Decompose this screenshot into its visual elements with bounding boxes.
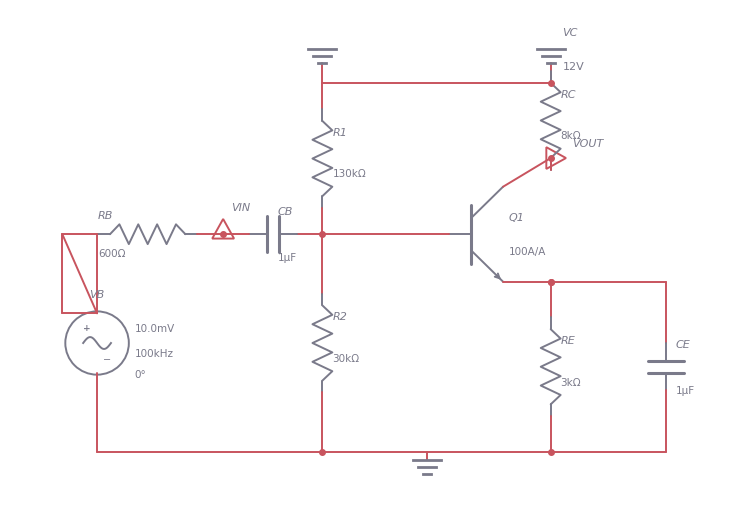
Text: CB: CB <box>278 207 293 217</box>
Text: VIN: VIN <box>231 203 250 213</box>
Text: 10.0mV: 10.0mV <box>134 324 175 333</box>
Text: 130kΩ: 130kΩ <box>333 169 366 179</box>
Text: VC: VC <box>562 29 578 38</box>
Text: +: + <box>83 323 91 332</box>
Text: VB: VB <box>89 290 104 300</box>
Text: 3kΩ: 3kΩ <box>560 377 581 387</box>
Text: 1μF: 1μF <box>278 252 297 263</box>
Text: R2: R2 <box>333 312 347 322</box>
Text: 100kHz: 100kHz <box>134 348 173 358</box>
Text: 0°: 0° <box>134 369 146 379</box>
Text: 100A/A: 100A/A <box>509 246 547 257</box>
Text: VOUT: VOUT <box>572 139 604 149</box>
Text: RC: RC <box>560 90 576 100</box>
Text: RE: RE <box>560 335 575 345</box>
Text: 600Ω: 600Ω <box>98 248 125 259</box>
Text: R1: R1 <box>333 128 347 137</box>
Text: 8kΩ: 8kΩ <box>560 131 581 141</box>
Text: CE: CE <box>676 340 690 349</box>
Text: −: − <box>103 354 111 364</box>
Text: RB: RB <box>98 211 113 221</box>
Text: Q1: Q1 <box>509 213 525 223</box>
Text: 30kΩ: 30kΩ <box>333 353 360 363</box>
Text: 1μF: 1μF <box>676 385 695 395</box>
Text: 12V: 12V <box>562 62 584 72</box>
